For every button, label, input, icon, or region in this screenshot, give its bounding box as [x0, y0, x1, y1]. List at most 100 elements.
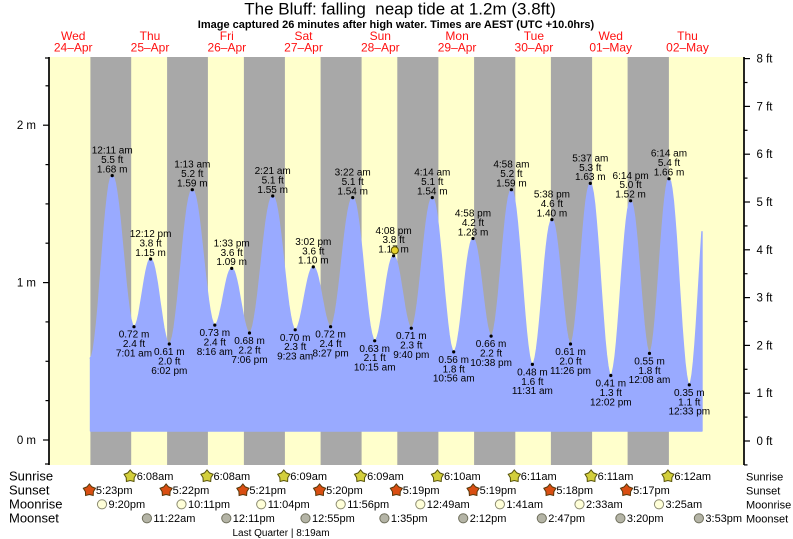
svg-text:5.5 ft: 5.5 ft	[101, 155, 123, 166]
svg-text:2.3 ft: 2.3 ft	[400, 341, 422, 352]
svg-text:5.1 ft: 5.1 ft	[421, 177, 443, 188]
svg-text:12:12 pm: 12:12 pm	[130, 229, 172, 240]
svg-text:5:21pm: 5:21pm	[249, 485, 286, 497]
svg-text:5:17pm: 5:17pm	[633, 485, 670, 497]
svg-text:5:19pm: 5:19pm	[403, 485, 440, 497]
svg-text:6:08am: 6:08am	[214, 471, 251, 483]
svg-text:6:11am: 6:11am	[521, 471, 557, 483]
svg-text:1:33 pm: 1:33 pm	[214, 238, 250, 249]
svg-text:5.1 ft: 5.1 ft	[342, 177, 364, 188]
svg-text:1.1 ft: 1.1 ft	[678, 397, 700, 408]
svg-text:2.0 ft: 2.0 ft	[158, 356, 180, 367]
svg-text:12:33 pm: 12:33 pm	[668, 407, 710, 418]
svg-text:24–Apr: 24–Apr	[54, 41, 93, 55]
svg-text:2.4 ft: 2.4 ft	[123, 339, 145, 350]
svg-text:0.48 m: 0.48 m	[517, 367, 548, 378]
svg-text:6:08am: 6:08am	[137, 471, 174, 483]
svg-text:4:14 am: 4:14 am	[414, 168, 450, 179]
svg-text:2.3 ft: 2.3 ft	[284, 342, 306, 353]
svg-text:4:58 am: 4:58 am	[493, 160, 529, 171]
svg-text:Fri: Fri	[220, 29, 234, 43]
svg-text:3.6 ft: 3.6 ft	[302, 246, 324, 257]
svg-text:3:22 am: 3:22 am	[335, 168, 371, 179]
svg-text:1:13 am: 1:13 am	[174, 160, 210, 171]
svg-text:Moonset: Moonset	[9, 510, 59, 525]
svg-text:0.61 m: 0.61 m	[555, 347, 586, 358]
svg-text:11:56pm: 11:56pm	[347, 499, 389, 511]
svg-text:2.4 ft: 2.4 ft	[204, 338, 226, 349]
svg-text:1.8 ft: 1.8 ft	[443, 364, 465, 375]
svg-text:11:22am: 11:22am	[153, 513, 195, 525]
svg-text:12:11 am: 12:11 am	[92, 146, 133, 157]
svg-text:0.61 m: 0.61 m	[154, 347, 185, 358]
svg-text:1.59 m: 1.59 m	[177, 179, 208, 190]
svg-text:12:08 am: 12:08 am	[629, 375, 671, 386]
svg-text:1.54 m: 1.54 m	[417, 186, 448, 197]
svg-text:11:26 pm: 11:26 pm	[550, 366, 591, 377]
svg-text:3.6 ft: 3.6 ft	[221, 248, 243, 259]
svg-text:0.35 m: 0.35 m	[674, 388, 705, 399]
svg-text:2.2 ft: 2.2 ft	[238, 345, 260, 356]
svg-text:9:40 pm: 9:40 pm	[393, 350, 429, 361]
svg-text:8:16 am: 8:16 am	[197, 347, 233, 358]
svg-text:1.3 ft: 1.3 ft	[600, 388, 622, 399]
svg-text:6:09am: 6:09am	[290, 471, 327, 483]
svg-text:10:15 am: 10:15 am	[354, 363, 396, 374]
svg-text:4.6 ft: 4.6 ft	[541, 199, 563, 210]
svg-text:4.2 ft: 4.2 ft	[462, 218, 484, 229]
svg-text:1:41am: 1:41am	[506, 499, 543, 511]
svg-text:10:38 pm: 10:38 pm	[470, 358, 512, 369]
svg-text:Moonrise: Moonrise	[9, 496, 62, 511]
svg-text:Thu: Thu	[677, 29, 698, 43]
svg-text:4 ft: 4 ft	[757, 245, 774, 257]
svg-text:5:19pm: 5:19pm	[480, 485, 517, 497]
svg-text:8 ft: 8 ft	[757, 54, 774, 66]
svg-text:1.68 m: 1.68 m	[97, 164, 128, 175]
svg-text:1.66 m: 1.66 m	[654, 168, 685, 179]
svg-text:0.68 m: 0.68 m	[234, 336, 265, 347]
svg-text:0.41 m: 0.41 m	[596, 379, 627, 390]
svg-text:4:08 pm: 4:08 pm	[376, 226, 412, 237]
svg-text:0.56 m: 0.56 m	[438, 355, 469, 366]
svg-text:29–Apr: 29–Apr	[438, 41, 477, 55]
svg-text:12:55pm: 12:55pm	[312, 513, 355, 525]
svg-text:5.1 ft: 5.1 ft	[262, 175, 284, 186]
svg-text:5:22pm: 5:22pm	[173, 485, 210, 497]
svg-text:2.4 ft: 2.4 ft	[319, 339, 341, 350]
svg-text:3:25am: 3:25am	[666, 499, 703, 511]
svg-text:12:11pm: 12:11pm	[233, 513, 275, 525]
svg-text:3.8 ft: 3.8 ft	[139, 238, 161, 249]
svg-text:2 ft: 2 ft	[757, 340, 774, 352]
svg-text:5.2 ft: 5.2 ft	[181, 169, 203, 180]
svg-text:3:02 pm: 3:02 pm	[295, 237, 331, 248]
svg-text:11:04pm: 11:04pm	[268, 499, 310, 511]
svg-text:28–Apr: 28–Apr	[361, 41, 400, 55]
svg-text:7:06 pm: 7:06 pm	[231, 355, 267, 366]
svg-text:5:38 pm: 5:38 pm	[534, 190, 570, 201]
svg-text:2.2 ft: 2.2 ft	[480, 349, 502, 360]
svg-text:5 ft: 5 ft	[757, 197, 774, 209]
svg-text:12:49am: 12:49am	[427, 499, 470, 511]
svg-text:1:35pm: 1:35pm	[391, 513, 428, 525]
svg-text:9:23 am: 9:23 am	[277, 352, 313, 363]
svg-text:3.8 ft: 3.8 ft	[382, 235, 404, 246]
svg-text:11:31 am: 11:31 am	[512, 386, 553, 397]
svg-text:2:47pm: 2:47pm	[548, 513, 585, 525]
svg-text:30–Apr: 30–Apr	[515, 41, 554, 55]
svg-text:2:33am: 2:33am	[586, 499, 623, 511]
svg-text:0.72 m: 0.72 m	[315, 330, 346, 341]
svg-text:7 ft: 7 ft	[757, 101, 774, 113]
svg-text:0.72 m: 0.72 m	[119, 330, 150, 341]
svg-text:02–May: 02–May	[666, 41, 709, 55]
svg-text:Sat: Sat	[294, 29, 313, 43]
svg-text:6:14 pm: 6:14 pm	[613, 171, 649, 182]
svg-text:6:11am: 6:11am	[598, 471, 634, 483]
svg-text:01–May: 01–May	[589, 41, 632, 55]
svg-text:1.52 m: 1.52 m	[615, 190, 646, 201]
svg-text:10:56 am: 10:56 am	[433, 374, 475, 385]
svg-text:1.59 m: 1.59 m	[496, 179, 527, 190]
svg-text:5.0 ft: 5.0 ft	[619, 180, 641, 191]
svg-text:1.63 m: 1.63 m	[575, 172, 606, 183]
svg-text:12:02 pm: 12:02 pm	[590, 397, 632, 408]
svg-text:1.55 m: 1.55 m	[257, 185, 288, 196]
